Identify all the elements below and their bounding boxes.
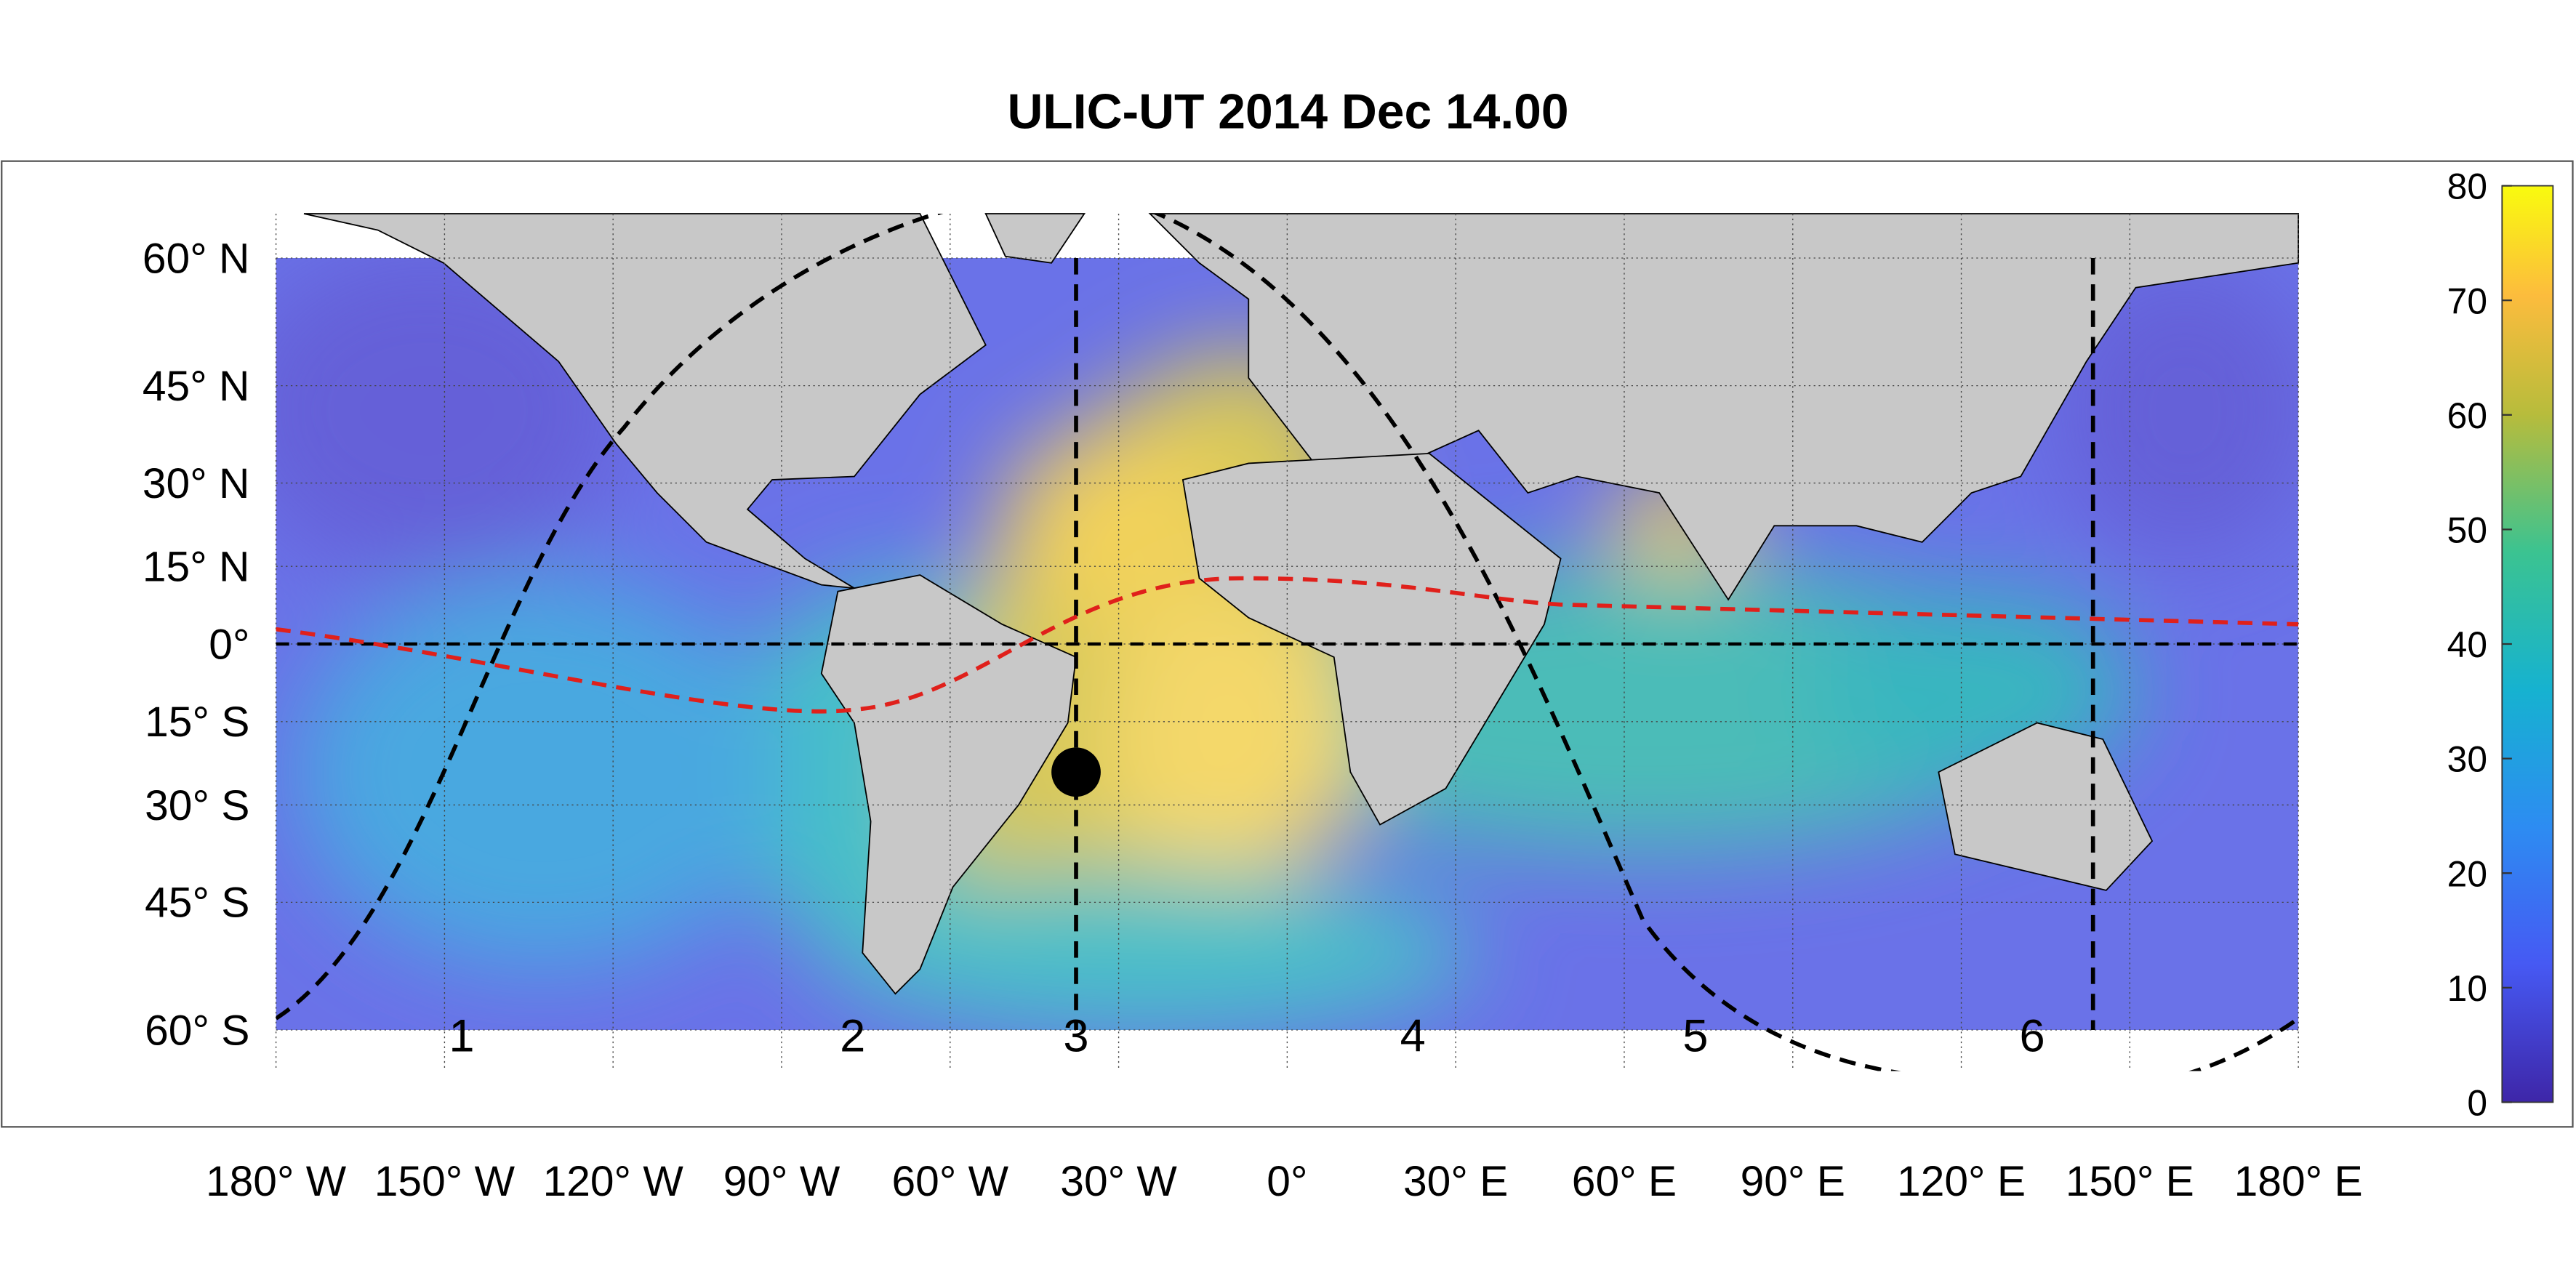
lat-tick-label: 45° N <box>143 363 250 410</box>
region-label: 6 <box>2019 1010 2045 1061</box>
lon-tick-label: 30° E <box>1403 1158 1508 1205</box>
colorbar-tick-label: 0 <box>2467 1082 2487 1123</box>
lat-tick-label: 30° N <box>143 460 250 507</box>
lon-tick-label: 90° W <box>723 1158 840 1205</box>
colorbar-tick-label: 80 <box>2447 166 2487 207</box>
lon-tick-label: 60° W <box>891 1158 1008 1205</box>
region-label: 2 <box>840 1010 865 1061</box>
terminator <box>276 213 944 1021</box>
lon-tick-label: 150° E <box>2066 1158 2194 1205</box>
terminator <box>1152 213 1901 1071</box>
colorbar-tick-label: 10 <box>2447 968 2487 1009</box>
overlay-lines <box>276 213 2299 1071</box>
axes-box <box>1 160 2574 1128</box>
terminator <box>2188 1016 2299 1071</box>
region-label: 1 <box>449 1010 474 1061</box>
colorbar-tick-label: 70 <box>2447 281 2487 321</box>
lon-tick-label: 180° W <box>206 1158 347 1205</box>
lat-tick-label: 60° N <box>143 235 250 282</box>
lon-tick-label: 180° E <box>2234 1158 2363 1205</box>
subsolar-marker <box>1051 747 1101 797</box>
lat-tick-label: 45° S <box>145 880 249 927</box>
lon-tick-label: 0° <box>1267 1158 1307 1205</box>
lon-tick-label: 150° W <box>374 1158 515 1205</box>
title: ULIC-UT 2014 Dec 14.00 <box>1007 84 1568 139</box>
colorbar-tick-label: 20 <box>2447 853 2487 894</box>
labels: 180° W 150° W 120° W 90° W 60° W 30° W 0° 30° E… <box>143 166 2512 1205</box>
lon-tick-label: 30° W <box>1060 1158 1177 1205</box>
region-label: 4 <box>1400 1010 1426 1061</box>
lon-tick-label: 120° W <box>543 1158 684 1205</box>
colorbar-tick-label: 60 <box>2447 395 2487 436</box>
colorbar-tick-label: 50 <box>2447 510 2487 550</box>
lat-tick-label: 30° S <box>145 782 249 829</box>
colorbar-tick-label: 40 <box>2447 624 2487 665</box>
lat-tick-label: 60° S <box>145 1007 249 1054</box>
magnetic-equator <box>276 576 2299 714</box>
lat-tick-label: 15° S <box>145 699 249 746</box>
lon-tick-label: 90° E <box>1741 1158 1845 1205</box>
region-label: 3 <box>1063 1010 1088 1061</box>
lon-tick-label: 120° E <box>1897 1158 2026 1205</box>
lat-tick-label: 0° <box>209 621 249 668</box>
lat-tick-label: 15° N <box>143 544 250 591</box>
region-label: 5 <box>1682 1010 1708 1061</box>
colorbar-tick-label: 30 <box>2447 739 2487 780</box>
lon-tick-label: 60° E <box>1572 1158 1677 1205</box>
